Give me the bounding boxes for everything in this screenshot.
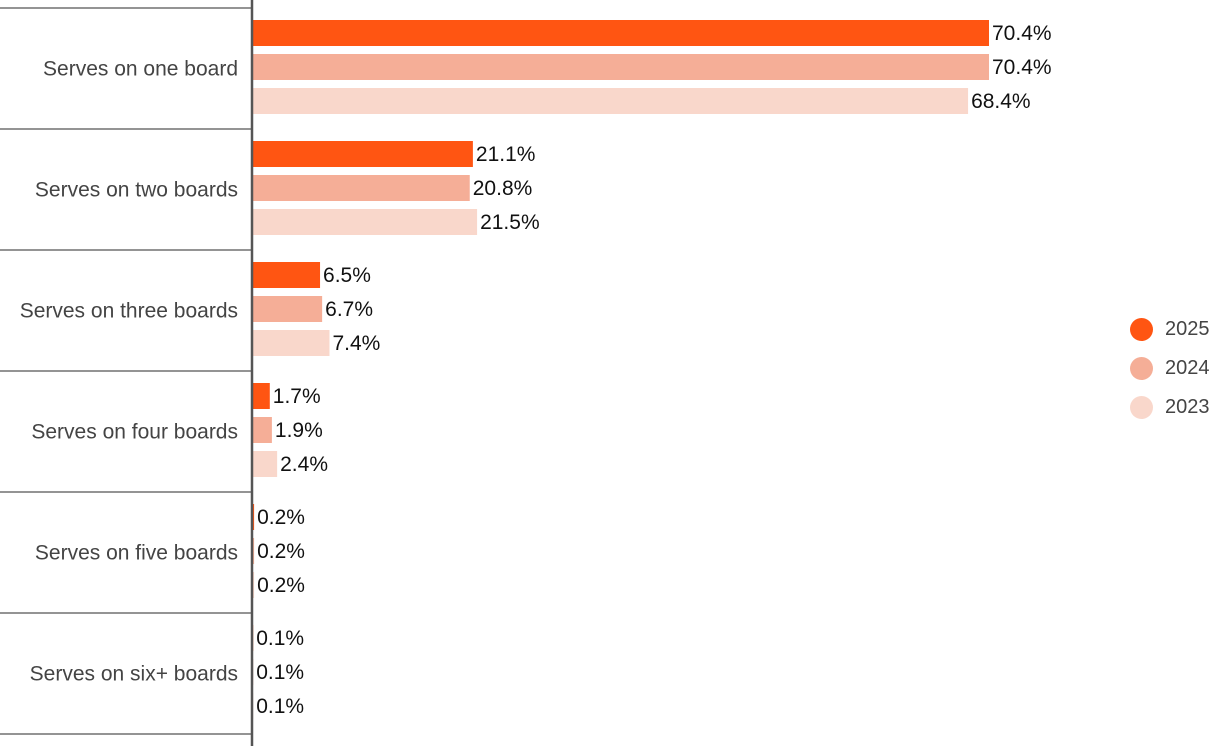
category-label: Serves on three boards	[20, 300, 238, 323]
category-label: Serves on four boards	[31, 421, 238, 444]
data-label: 0.2%	[257, 540, 305, 563]
data-label: 0.2%	[257, 574, 305, 597]
data-label: 2.4%	[280, 453, 328, 476]
data-label: 21.1%	[476, 143, 536, 166]
legend-swatch	[1130, 357, 1153, 380]
bar-2023	[252, 88, 969, 114]
legend-swatch	[1130, 318, 1153, 341]
legend-item-2023: 2023	[1130, 394, 1210, 421]
data-label: 6.7%	[325, 298, 373, 321]
bar-2025	[252, 20, 989, 46]
bar-2024	[252, 296, 323, 322]
category-label: Serves on two boards	[35, 179, 238, 202]
data-label: 70.4%	[992, 22, 1052, 45]
data-label: 6.5%	[323, 264, 371, 287]
legend-label: 2025	[1165, 318, 1210, 340]
data-label: 1.7%	[273, 385, 321, 408]
data-label: 0.1%	[256, 627, 304, 650]
data-label: 68.4%	[971, 90, 1031, 113]
legend-label: 2024	[1165, 357, 1210, 379]
bar-2024	[252, 417, 272, 443]
data-label: 7.4%	[332, 332, 380, 355]
category-label: Serves on five boards	[35, 542, 238, 565]
data-label: 0.1%	[256, 695, 304, 718]
data-label: 70.4%	[992, 56, 1052, 79]
bar-2025	[252, 383, 270, 409]
bar-2024	[252, 54, 989, 80]
legend: 2025 2024 2023	[1130, 316, 1210, 421]
category-label: Serves on one board	[43, 58, 238, 81]
bar-2025	[252, 141, 473, 167]
data-label: 20.8%	[473, 177, 533, 200]
bar-2024	[252, 175, 470, 201]
bar-2023	[252, 209, 478, 235]
bar-2023	[252, 330, 330, 356]
data-label: 0.2%	[257, 506, 305, 529]
bar-2025	[252, 262, 321, 288]
legend-label: 2023	[1165, 396, 1210, 418]
data-label: 0.1%	[256, 661, 304, 684]
legend-swatch	[1130, 396, 1153, 419]
bar-2023	[252, 451, 278, 477]
category-label: Serves on six+ boards	[30, 663, 238, 686]
legend-item-2025: 2025	[1130, 316, 1210, 343]
data-label: 1.9%	[275, 419, 323, 442]
legend-item-2024: 2024	[1130, 355, 1210, 382]
data-label: 21.5%	[480, 211, 540, 234]
